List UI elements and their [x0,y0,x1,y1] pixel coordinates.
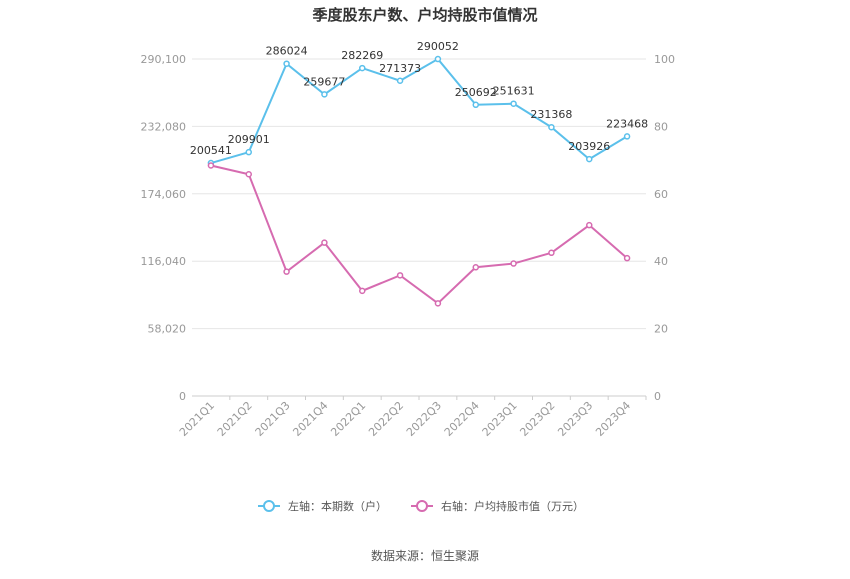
x-axis-tick-label: 2022Q3 [404,399,444,439]
series-0-point [283,60,290,67]
series-1-point [207,162,215,169]
series-0-point [245,148,252,156]
right-axis-tick-label: 80 [654,120,668,133]
series-0-point [359,64,366,72]
series-line-0 [210,57,628,164]
x-axis-tick-label: 2021Q2 [215,399,255,439]
series-1-point [472,264,479,271]
x-axis-tick-label: 2021Q4 [290,399,330,439]
series-line-1 [210,164,628,305]
series-1-point [283,268,290,275]
series-1-point [359,287,366,295]
data-label: 223468 [606,117,648,130]
series-1-point [586,221,593,229]
legend-marker [263,500,275,512]
left-axis-tick-label: 0 [179,390,186,403]
series-0-point [510,100,517,107]
legend-marker [416,500,428,512]
right-axis-tick-label: 40 [654,255,668,268]
data-label: 259677 [303,75,345,88]
x-axis-tick-label: 2021Q1 [177,399,217,439]
series-0-point [586,155,593,163]
series-0-point [623,133,631,140]
chart-title: 季度股东户数、户均持股市值情况 [312,6,537,24]
data-label: 251631 [493,85,535,98]
legend-item-1[interactable]: 右轴：户均持股市值（万元） [411,499,584,513]
source-text: 数据来源：恒生聚源 [371,548,479,563]
left-axis-tick-label: 232,080 [141,120,187,133]
x-axis-tick-label: 2022Q2 [366,399,406,439]
data-label: 231368 [530,108,572,121]
right-axis-tick-label: 0 [654,390,661,403]
left-axis-tick-label: 116,040 [141,255,187,268]
data-label: 282269 [341,49,383,62]
series-1-point [548,249,555,257]
left-axis-tick-label: 58,020 [148,323,187,336]
data-label: 250692 [455,86,497,99]
series-1-point [510,260,517,267]
series-0-point [396,77,404,85]
data-label: 286024 [266,45,308,58]
x-axis-tick-label: 2022Q1 [328,399,368,439]
legend-label: 右轴：户均持股市值（万元） [441,499,584,513]
data-label: 290052 [417,40,459,53]
series-0-point [548,123,555,131]
right-axis-tick-label: 100 [654,53,675,66]
left-axis-tick-label: 290,100 [141,53,187,66]
data-label: 209901 [228,133,270,146]
series-1-point [321,239,328,246]
data-label: 271373 [379,62,421,75]
x-axis-tick-label: 2023Q4 [593,399,633,439]
right-axis-tick-label: 60 [654,188,668,201]
series-1-point [434,300,442,307]
series-0-point [321,91,328,98]
data-label: 203926 [568,140,610,153]
x-axis-tick-label: 2023Q3 [555,399,595,439]
x-axis-tick-label: 2022Q4 [442,399,482,439]
x-axis-tick-label: 2023Q2 [517,399,557,439]
legend-label: 左轴：本期数（户） [288,499,387,513]
series-0-point [434,55,442,63]
x-axis-tick-label: 2021Q3 [253,399,293,439]
data-label: 200541 [190,144,232,157]
x-axis-tick-label: 2023Q1 [480,399,520,439]
series-1-point [623,254,631,262]
series-0-point [472,101,479,109]
left-axis-tick-label: 174,060 [141,188,187,201]
series-1-point [245,171,252,178]
series-1-point [396,272,404,279]
right-axis-tick-label: 20 [654,323,668,336]
legend-item-0[interactable]: 左轴：本期数（户） [258,499,387,513]
